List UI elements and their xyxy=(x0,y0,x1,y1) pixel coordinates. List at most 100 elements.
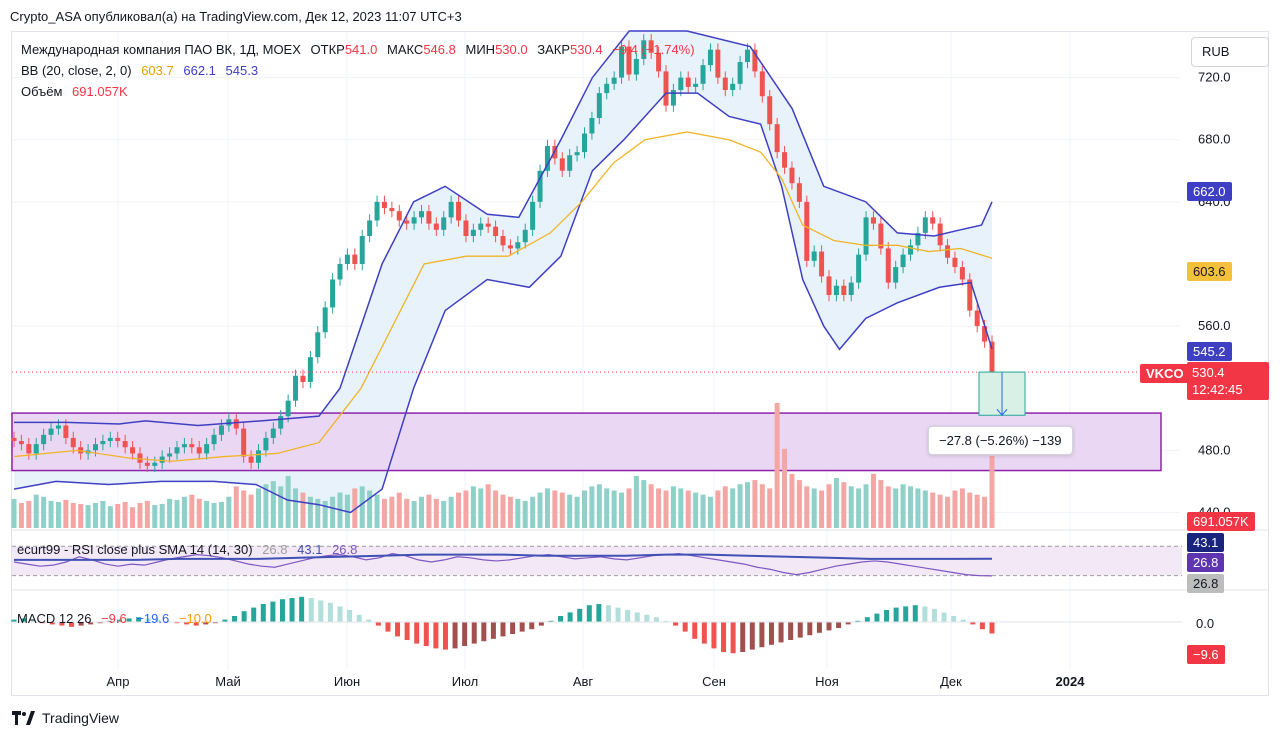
candle-body xyxy=(507,245,513,249)
candle-body xyxy=(174,447,180,454)
volume-bar xyxy=(256,488,261,528)
volume-bar xyxy=(300,492,306,528)
bb-basis-tag: 603.6 xyxy=(1187,262,1232,281)
macd-histogram-bar xyxy=(107,620,113,622)
volume-bar xyxy=(241,490,247,528)
candle-body xyxy=(115,437,121,442)
macd-histogram-bar xyxy=(337,606,343,622)
volume-bar xyxy=(878,480,884,528)
legend-bb-upper: 662.1 xyxy=(183,63,216,78)
candle-body xyxy=(537,170,543,202)
volume-bar xyxy=(78,504,84,528)
candle-body xyxy=(226,419,232,426)
volume-bar xyxy=(426,494,432,528)
macd-histogram-bar xyxy=(596,604,602,622)
volume-bar xyxy=(752,480,758,528)
candle-body xyxy=(648,40,654,53)
legend-volume-value: 691.057K xyxy=(72,84,128,99)
footer-brand: TradingView xyxy=(12,710,119,726)
candle-body xyxy=(137,453,143,463)
rsi-band xyxy=(12,546,1182,576)
volume-bar xyxy=(900,484,906,528)
candle-body xyxy=(952,257,958,268)
macd-histogram-bar xyxy=(212,622,218,624)
volume-bar xyxy=(100,500,106,528)
volume-bar xyxy=(507,496,513,528)
volume-bar xyxy=(722,486,728,528)
candle-body xyxy=(982,326,988,342)
volume-bar xyxy=(796,480,802,528)
candle-body xyxy=(470,229,476,237)
volume-bar xyxy=(352,488,358,528)
legend-open-label: ОТКР xyxy=(310,42,345,57)
candle-body xyxy=(722,77,728,91)
candle-body xyxy=(152,462,158,466)
macd-histogram-bar xyxy=(778,622,784,643)
candle-body xyxy=(715,49,721,78)
bb-lower-tag: 545.2 xyxy=(1187,342,1232,361)
volume-bar xyxy=(782,448,788,528)
candle-body xyxy=(241,428,247,457)
candle-body xyxy=(441,217,447,230)
volume-bar xyxy=(26,500,32,528)
candle-body xyxy=(218,425,224,435)
candle-body xyxy=(922,217,928,233)
candle-body xyxy=(900,254,906,268)
macd-histogram-bar xyxy=(864,617,870,622)
candle-body xyxy=(574,152,580,156)
volume-bar xyxy=(848,486,854,528)
price-tick-label: 720.0 xyxy=(1198,70,1231,85)
currency-selector[interactable]: RUB xyxy=(1191,37,1269,67)
candle-body xyxy=(130,447,136,454)
volume-bar xyxy=(33,494,39,528)
candle-body xyxy=(63,425,69,438)
volume-bar xyxy=(270,481,276,528)
bb-upper-tag: 662.0 xyxy=(1187,182,1232,201)
time-axis-label: Июн xyxy=(334,674,360,689)
measure-tooltip: −27.8 (−5.26%) −139 xyxy=(928,426,1073,455)
time-axis-label: 2024 xyxy=(1056,674,1086,689)
macd-histogram-bar xyxy=(356,614,362,622)
legend-low-label: МИН xyxy=(465,42,496,57)
volume-bar xyxy=(908,486,913,528)
macd-histogram-bar xyxy=(145,618,151,622)
candle-body xyxy=(774,124,780,153)
time-axis-label: Апр xyxy=(107,674,130,689)
macd-histogram-bar xyxy=(21,618,27,622)
rsi-value-tag: 26.8 xyxy=(1187,553,1225,572)
macd-histogram-bar xyxy=(682,622,688,632)
volume-bar xyxy=(567,494,573,528)
candle-body xyxy=(522,229,528,243)
volume-bar xyxy=(774,403,780,528)
macd-histogram-bar xyxy=(558,616,564,622)
candle-body xyxy=(419,211,424,218)
macd-histogram-bar xyxy=(884,610,890,622)
volume-bar xyxy=(122,501,128,528)
rsi-ma-line xyxy=(14,553,993,561)
volume-bar xyxy=(159,504,165,528)
candle-body xyxy=(293,375,299,401)
volume-bar xyxy=(515,498,521,528)
volume-bar xyxy=(48,500,54,528)
macd-histogram-bar xyxy=(759,622,765,648)
volume-bar xyxy=(248,494,254,528)
price-tick-label: 560.0 xyxy=(1198,318,1231,333)
volume-bar xyxy=(604,488,610,528)
volume-bar xyxy=(196,498,202,528)
candle-body xyxy=(611,77,617,84)
macd-histogram-bar xyxy=(289,598,295,622)
volume-bar xyxy=(982,496,988,528)
candle-body xyxy=(337,263,343,280)
macd-histogram-bar xyxy=(327,602,333,622)
volume-bar xyxy=(707,496,713,528)
volume-bar xyxy=(915,488,921,528)
candle-body xyxy=(633,58,639,75)
macd-histogram-bar xyxy=(184,622,190,625)
candle-body xyxy=(908,245,913,255)
bb-basis-line xyxy=(13,131,993,462)
volume-bar xyxy=(404,498,410,528)
candle-body xyxy=(589,117,595,134)
macd-histogram-bar xyxy=(826,622,832,631)
legend-volume-label: Объём xyxy=(21,84,63,99)
